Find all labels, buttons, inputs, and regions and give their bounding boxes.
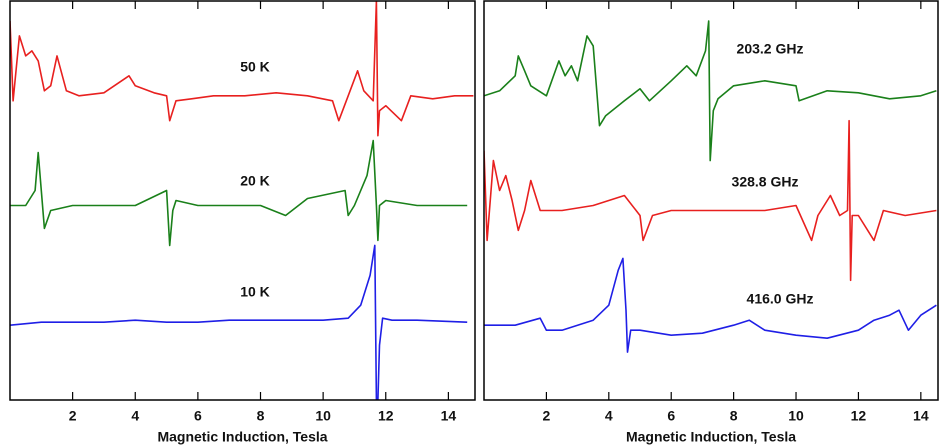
series-label: 203.2 GHz bbox=[737, 41, 804, 57]
traces bbox=[484, 20, 937, 353]
x-tick-label: 8 bbox=[257, 408, 265, 424]
x-tick-label: 8 bbox=[730, 408, 738, 424]
x-tick-label: 12 bbox=[851, 408, 867, 424]
plot-frame bbox=[483, 0, 939, 401]
traces bbox=[10, 1, 474, 400]
x-tick-label: 4 bbox=[605, 408, 613, 424]
trace bbox=[484, 257, 937, 353]
series-label: 416.0 GHz bbox=[747, 291, 814, 307]
trace bbox=[10, 1, 474, 137]
panel: 2 4 6 8 10 12 14 Magnetic Induction, Tesla 203.2… bbox=[483, 0, 939, 445]
x-tick-label: 14 bbox=[913, 408, 929, 424]
series-label: 10 K bbox=[240, 284, 270, 300]
x-tick-label: 10 bbox=[788, 408, 804, 424]
x-axis-label: Magnetic Induction, Tesla bbox=[157, 429, 327, 445]
series-label: 50 K bbox=[240, 59, 270, 75]
x-tick-label: 6 bbox=[194, 408, 202, 424]
trace bbox=[10, 244, 468, 400]
x-axis-label: Magnetic Induction, Tesla bbox=[626, 429, 796, 445]
x-tick-label: 2 bbox=[543, 408, 551, 424]
trace bbox=[484, 119, 937, 282]
x-tick-label: 14 bbox=[441, 408, 457, 424]
x-tick-label: 12 bbox=[378, 408, 394, 424]
trace bbox=[484, 20, 937, 162]
x-tick-label: 4 bbox=[131, 408, 139, 424]
x-tick-label: 6 bbox=[667, 408, 675, 424]
trace bbox=[10, 139, 468, 247]
x-tick-label: 2 bbox=[69, 408, 77, 424]
plot-frame bbox=[9, 0, 476, 401]
series-label: 328.8 GHz bbox=[732, 174, 799, 190]
series-label: 20 K bbox=[240, 173, 270, 189]
x-tick-label: 10 bbox=[315, 408, 331, 424]
panel: 2 4 6 8 10 12 14 Magnetic Induction, Tesla 50 K 2… bbox=[9, 0, 476, 445]
